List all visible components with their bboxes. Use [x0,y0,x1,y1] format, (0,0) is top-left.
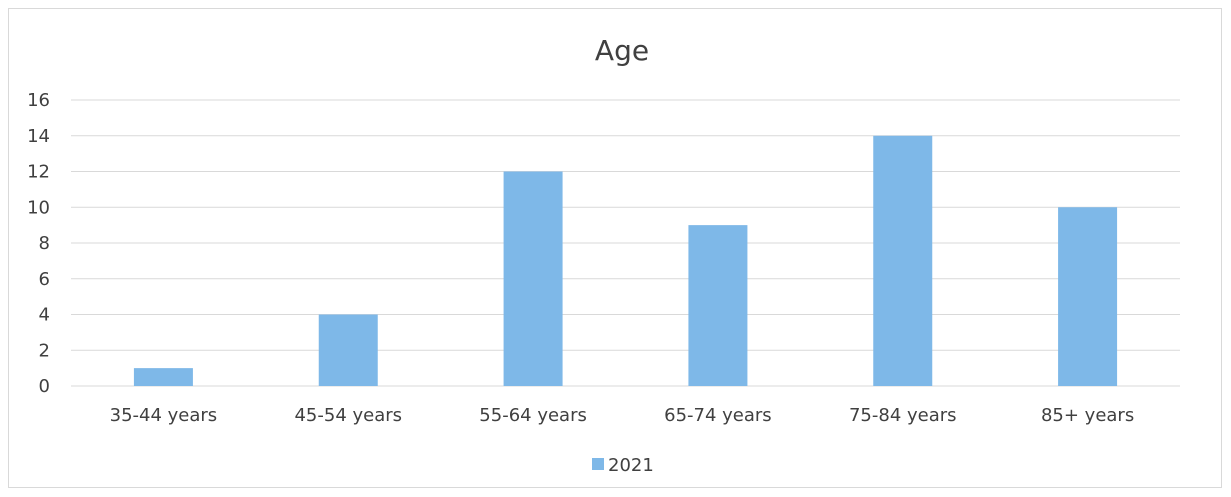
chart-area [8,8,1222,488]
y-tick-label: 6 [39,269,50,290]
bar [1058,207,1118,386]
y-tick-label: 14 [27,126,50,147]
x-category-label: 75-84 years [849,405,957,426]
bar [133,368,193,386]
y-tick-label: 2 [39,340,50,361]
y-tick-label: 12 [27,162,50,183]
x-category-label: 45-54 years [294,405,402,426]
y-tick-label: 8 [39,233,50,254]
bar [318,314,378,386]
bar [688,225,748,386]
bar [873,135,933,386]
x-category-label: 35-44 years [110,405,218,426]
y-tick-label: 4 [39,305,50,326]
y-axis-ticks: 0 2 4 6 8 10 12 14 16 [27,90,50,397]
x-category-label: 65-74 years [664,405,772,426]
x-category-label: 55-64 years [479,405,587,426]
legend-swatch [592,458,604,470]
bar [503,171,563,386]
gridlines [71,99,1180,387]
bars [133,135,1118,386]
x-category-label: 85+ years [1041,405,1134,426]
x-axis-labels: 35-44 years 45-54 years 55-64 years 65-74 y… [110,405,1135,426]
legend: 2021 [592,455,654,476]
chart-title: Age [595,34,649,67]
legend-label: 2021 [608,455,654,476]
y-tick-label: 10 [27,197,50,218]
y-tick-label: 16 [27,90,50,111]
y-tick-label: 0 [39,376,50,397]
